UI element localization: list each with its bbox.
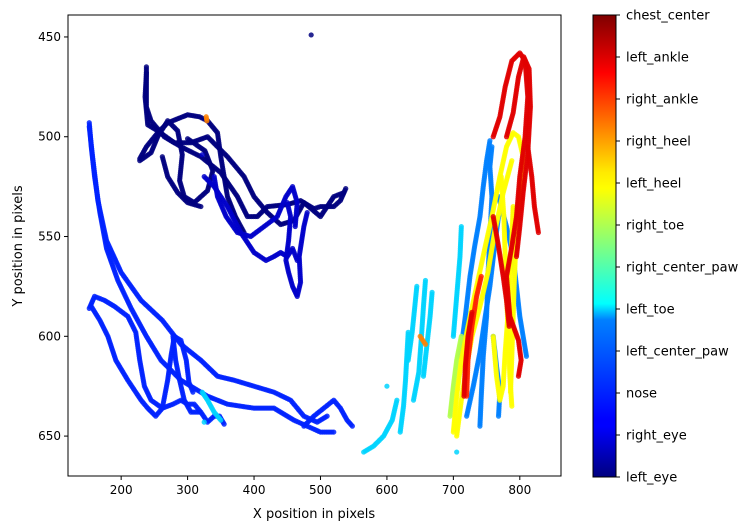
data-point (422, 277, 429, 284)
data-point (429, 289, 435, 295)
data-point (184, 136, 191, 142)
data-points-layer (86, 32, 542, 455)
x-tick-label: 400 (243, 483, 266, 497)
outlier-point (199, 152, 205, 158)
data-point (458, 333, 464, 339)
data-point (349, 423, 355, 429)
data-point (190, 389, 196, 395)
data-point (394, 397, 400, 403)
data-point (469, 309, 475, 315)
data-point (292, 223, 298, 230)
data-point (478, 273, 484, 280)
colorbar-label-left-heel: left_heel (626, 177, 681, 192)
x-tick-label: 700 (442, 483, 465, 497)
x-axis-ticks: 200 300 400 500 600 700 800 (110, 476, 531, 497)
x-tick-label: 300 (176, 483, 199, 497)
colorbar (592, 14, 617, 478)
data-point (198, 203, 204, 210)
data-point (509, 158, 515, 164)
colorbar-label-right-eye: right_eye (626, 429, 687, 444)
data-point (510, 203, 516, 210)
data-point (513, 253, 520, 260)
colorbar-label-left-center-paw: left_center_paw (626, 345, 729, 360)
data-point (495, 413, 502, 419)
data-point (414, 283, 420, 290)
x-axis-label: X position in pixels (253, 507, 375, 522)
outlier-point (384, 383, 390, 389)
data-point (535, 229, 542, 236)
x-tick-label: 800 (508, 483, 531, 497)
series-right-toe (447, 333, 464, 419)
plot-frame (67, 14, 562, 477)
colorbar-label-left-toe: left_toe (626, 303, 675, 318)
colorbar-label-left-eye: left_eye (626, 471, 677, 486)
y-axis-label: Y position in pixels (11, 185, 26, 307)
data-point (487, 138, 493, 144)
colorbar-label-right-heel: right_heel (626, 135, 691, 150)
colorbar-label-right-ankle: right_ankle (626, 93, 698, 108)
x-tick-label: 500 (309, 483, 332, 497)
data-point (422, 341, 429, 347)
data-point (523, 353, 530, 359)
y-tick-label: 550 (38, 230, 61, 244)
y-tick-label: 650 (38, 429, 61, 443)
y-tick-label: 450 (38, 30, 61, 44)
colorbar-label-left-ankle: left_ankle (626, 51, 689, 66)
series-nose (86, 120, 355, 435)
series-right-eye (201, 174, 310, 299)
y-axis-ticks: 450 500 550 600 650 (38, 30, 68, 443)
data-point (515, 373, 522, 379)
x-tick-label: 200 (110, 483, 133, 497)
colorbar-label-chest-center: chest_center (626, 9, 710, 24)
data-point (218, 417, 224, 423)
y-tick-label: 500 (38, 130, 61, 144)
data-point (343, 186, 349, 192)
colorbar-label-right-center-paw: right_center_paw (626, 261, 739, 276)
data-point (331, 429, 337, 435)
data-point (204, 118, 210, 124)
data-point (506, 323, 512, 329)
series-chest-center (461, 50, 542, 399)
data-point (221, 421, 227, 427)
data-point (304, 209, 310, 216)
outlier-point (454, 449, 460, 455)
data-point (509, 403, 515, 409)
outlier-point (201, 419, 207, 425)
data-point (341, 190, 347, 196)
data-point (405, 329, 411, 335)
colorbar-label-right-toe: right_toe (626, 219, 684, 234)
series-right-heel (203, 114, 429, 347)
data-point (196, 409, 203, 415)
colorbar-labels: left_eye right_eye nose left_center_paw left… (616, 9, 739, 486)
y-tick-label: 600 (38, 329, 61, 343)
data-point (324, 413, 330, 419)
outlier-point (308, 32, 314, 38)
colorbar-label-nose: nose (626, 387, 657, 402)
data-point (458, 223, 464, 230)
series-left-toe (199, 223, 464, 455)
x-tick-label: 600 (375, 483, 398, 497)
